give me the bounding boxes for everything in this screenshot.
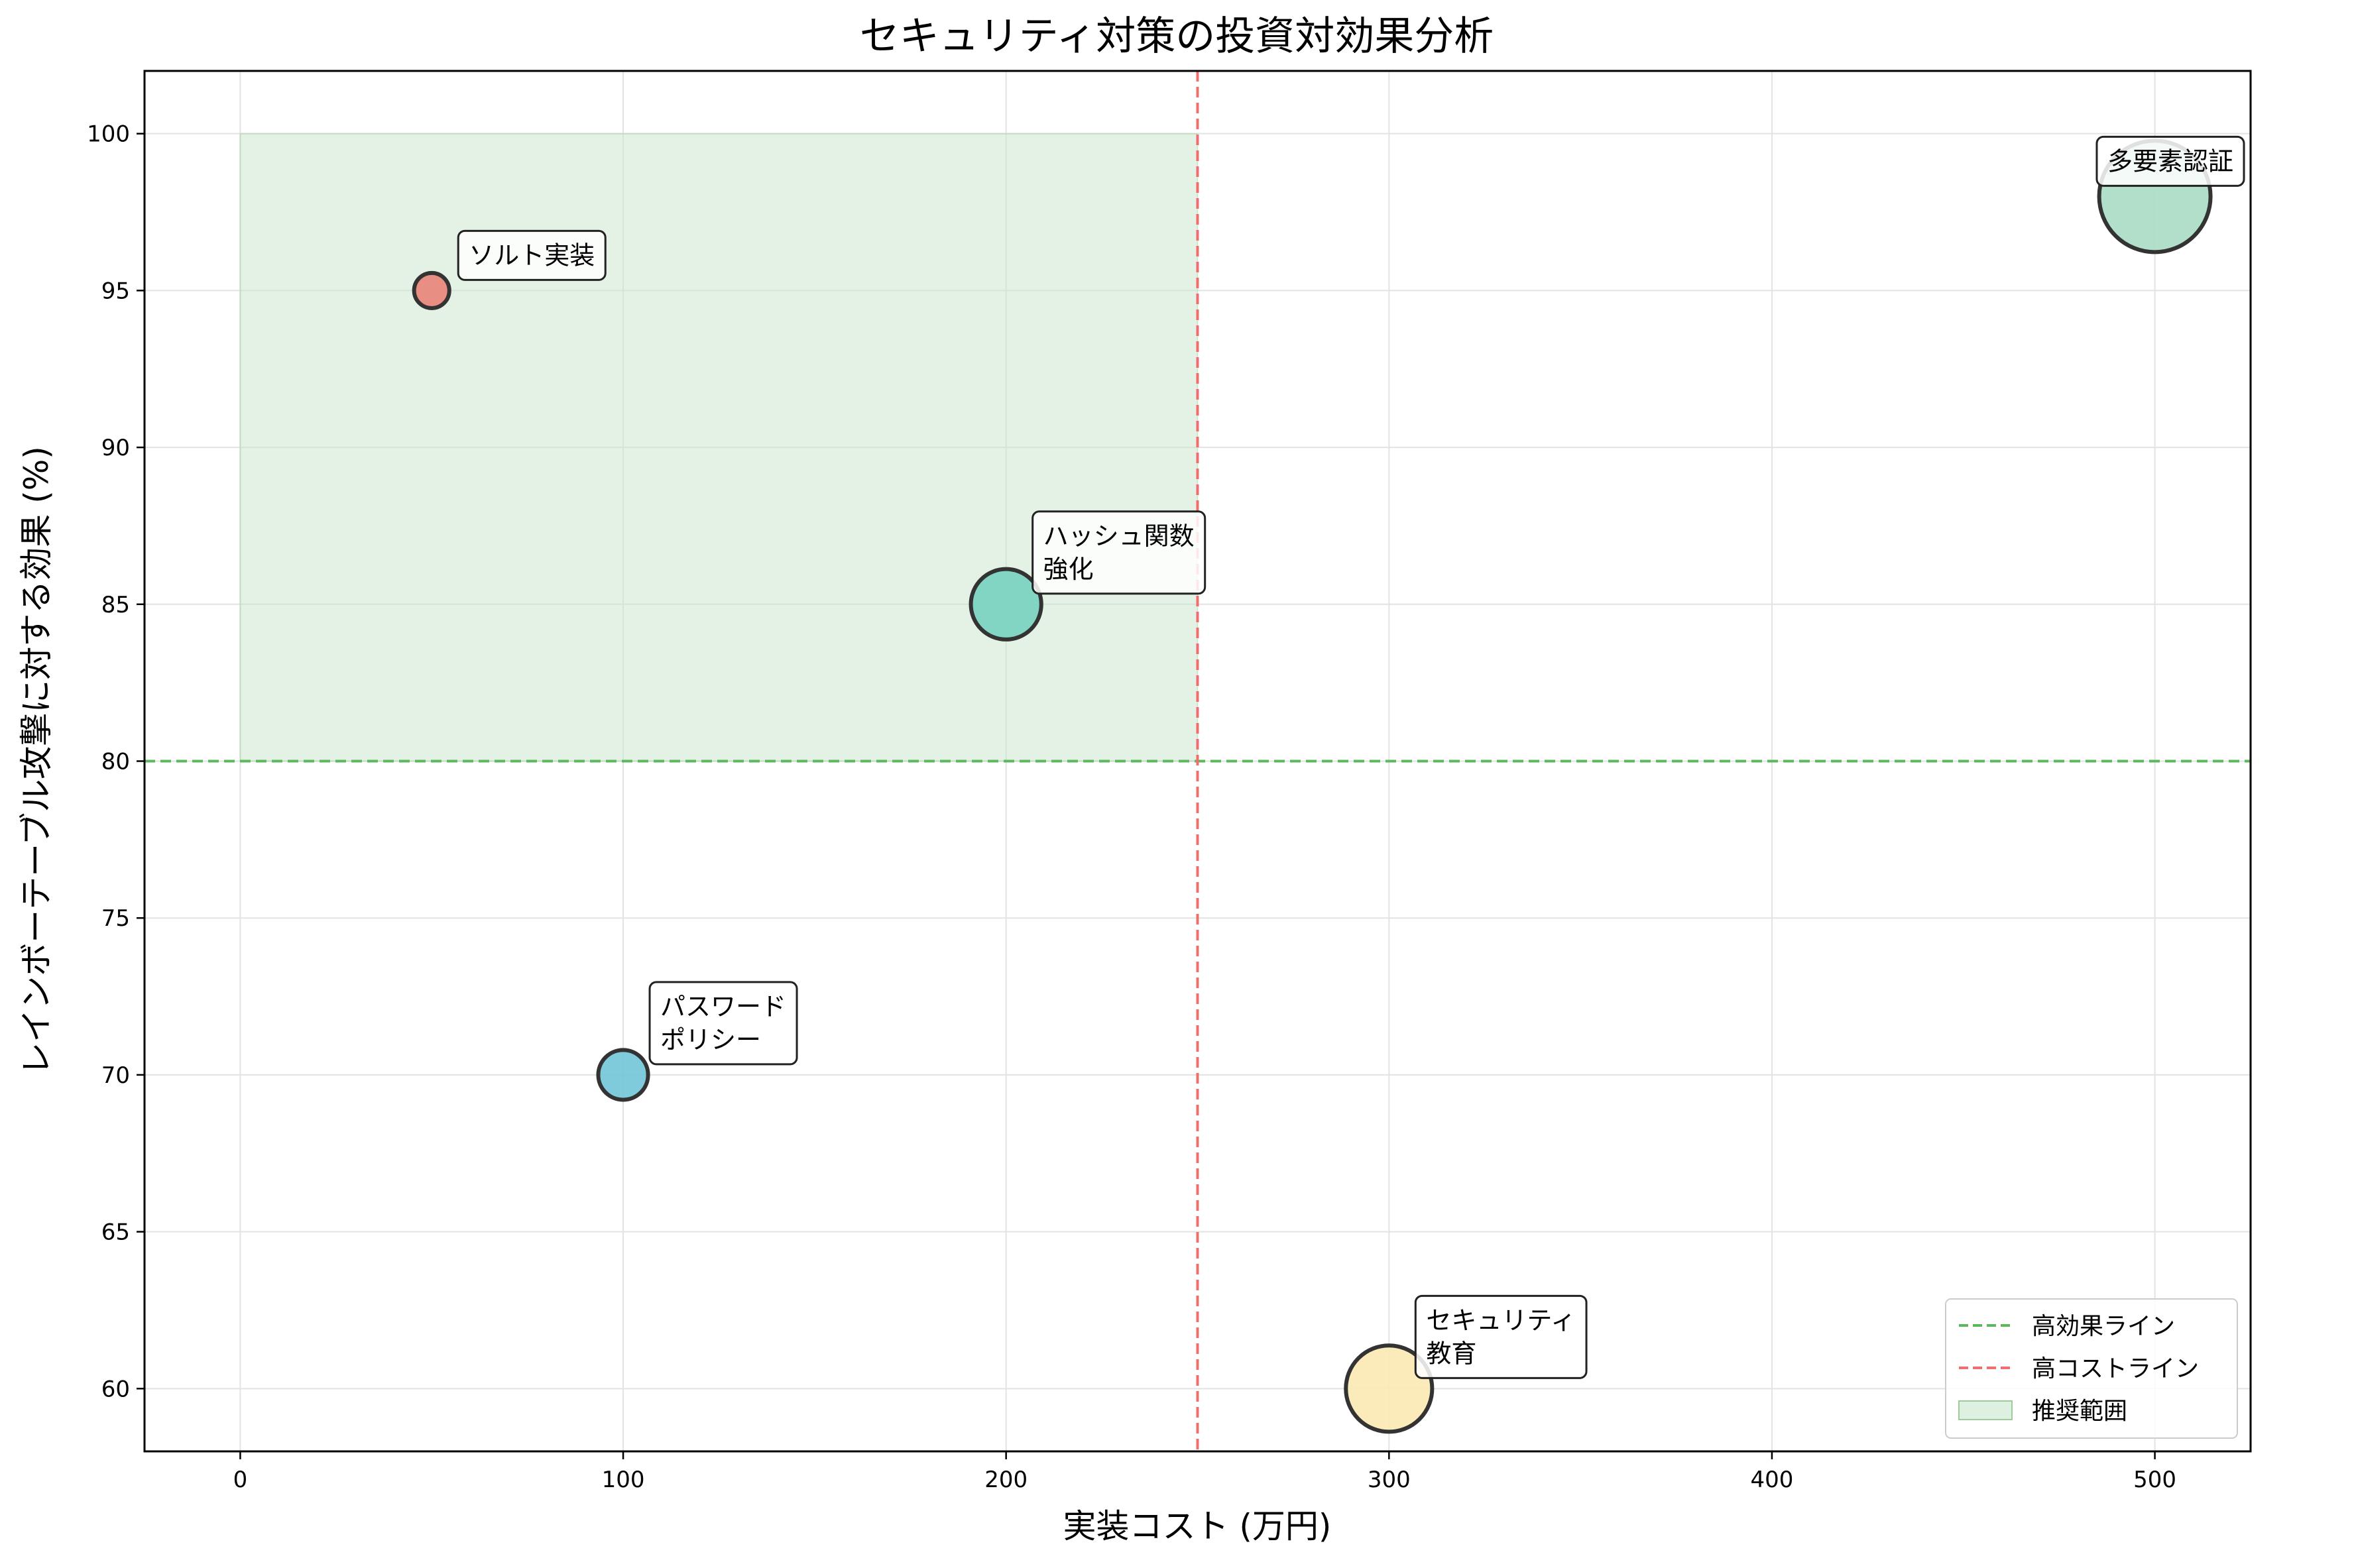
- y-tick-label: 75: [101, 905, 130, 932]
- annotation-box: [1031, 510, 1206, 595]
- point-annotation: パスワードポリシー: [648, 981, 798, 1066]
- point-annotation: 多要素認証: [2095, 135, 2245, 187]
- legend-box: [1945, 1298, 2238, 1439]
- annotation-box: [1414, 1294, 1588, 1379]
- point-annotation: ハッシュ関数強化: [1031, 510, 1206, 595]
- annotation-box: [2095, 135, 2245, 187]
- recommended-region-layer: [239, 133, 1199, 762]
- y-tick-label: 85: [101, 592, 130, 618]
- annotation-label: ハッシュ関数強化: [1043, 522, 1195, 584]
- x-tick-label: 100: [602, 1467, 645, 1493]
- legend-swatch: [1958, 1400, 2013, 1420]
- x-tick-label: 400: [1751, 1467, 1794, 1493]
- legend-label: 高効果ライン: [2032, 1313, 2175, 1340]
- y-axis-ticks: 60 65 70 75 80 85 90 95 100: [87, 121, 145, 1402]
- point-annotation: ソルト実装: [457, 229, 607, 281]
- y-axis-title: レインボーテーブル攻撃に対する効果 (%): [17, 446, 56, 1075]
- y-tick-label: 65: [101, 1219, 130, 1246]
- x-tick-label: 0: [233, 1467, 248, 1493]
- data-point: [969, 567, 1043, 642]
- data-point: [1344, 1343, 1435, 1434]
- y-tick-label: 60: [101, 1376, 130, 1402]
- x-axis-ticks: 0 100 200 300 400 500: [233, 1451, 2176, 1493]
- reference-lines-layer: [145, 71, 2251, 1451]
- legend-label: 高コストライン: [2032, 1355, 2199, 1382]
- annotation-label: ソルト実装: [469, 241, 595, 270]
- annotation-label: パスワードポリシー: [660, 992, 786, 1054]
- annotation-box: [457, 229, 607, 281]
- y-tick-label: 100: [87, 121, 130, 148]
- y-tick-label: 80: [101, 749, 130, 775]
- chart-title: セキュリティ対策の投資対効果分析: [860, 13, 1494, 60]
- x-tick-label: 500: [2133, 1467, 2176, 1493]
- data-point: [412, 270, 451, 310]
- x-axis-title: 実装コスト (万円): [1063, 1507, 1332, 1545]
- y-tick-label: 90: [101, 435, 130, 461]
- y-tick-label: 95: [101, 278, 130, 304]
- data-point: [596, 1048, 650, 1102]
- annotation-label: セキュリティ教育: [1426, 1306, 1576, 1368]
- x-tick-label: 300: [1368, 1467, 1411, 1493]
- legend-label: 推奨範囲: [2032, 1398, 2127, 1425]
- annotation-label: 多要素認証: [2107, 146, 2233, 176]
- y-tick-label: 70: [101, 1062, 130, 1089]
- point-annotation: セキュリティ教育: [1414, 1294, 1588, 1379]
- annotation-box: [648, 981, 798, 1066]
- x-tick-label: 200: [984, 1467, 1028, 1493]
- recommended-region: [239, 133, 1199, 762]
